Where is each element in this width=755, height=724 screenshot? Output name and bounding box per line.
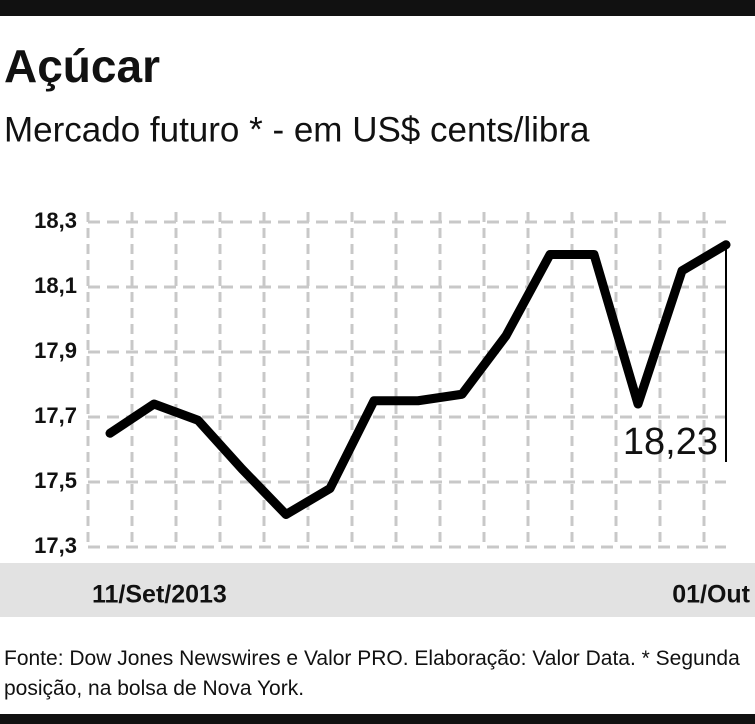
data-label: 18,23 (623, 421, 718, 463)
y-tick-label: 18,1 (34, 273, 77, 298)
data-line (105, 240, 731, 519)
y-tick-label: 17,5 (34, 468, 77, 493)
y-tick-label: 18,3 (34, 208, 77, 233)
y-tick-label: 17,7 (34, 403, 77, 428)
source-note: Fonte: Dow Jones Newswires e Valor PRO. … (4, 647, 740, 700)
bottom-bar (0, 714, 755, 724)
x-tick-label: 11/Set/2013 (92, 581, 227, 609)
y-tick-label: 17,3 (34, 533, 77, 558)
x-axis-band (0, 563, 755, 617)
chart-title: Açúcar (4, 40, 160, 92)
x-tick-label: 01/Out (672, 581, 750, 609)
y-tick-label: 17,9 (34, 338, 77, 363)
chart-subtitle: Mercado futuro * - em US$ cents/libra (4, 110, 590, 149)
top-bar (0, 0, 755, 16)
